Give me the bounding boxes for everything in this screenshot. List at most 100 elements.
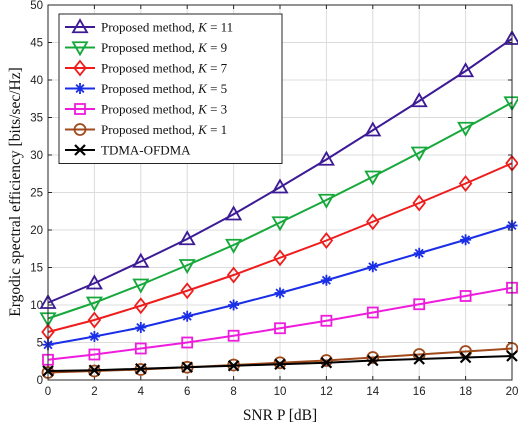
data-point xyxy=(410,92,428,108)
data-point xyxy=(367,354,379,367)
data-point xyxy=(85,274,103,290)
data-point xyxy=(228,299,240,311)
legend-label: Proposed method, K = 5 xyxy=(101,81,227,96)
legend-item: Proposed method, K = 7 xyxy=(65,59,228,77)
data-point xyxy=(274,322,286,335)
data-point xyxy=(366,306,379,319)
data-point xyxy=(181,336,194,349)
plot-frame xyxy=(47,4,513,381)
y-tick-label: 40 xyxy=(30,75,43,87)
data-point xyxy=(225,238,243,254)
data-point xyxy=(460,234,472,246)
series-line xyxy=(47,101,513,320)
y-tick-label: 20 xyxy=(30,225,43,237)
legend-item: Proposed method, K = 9 xyxy=(65,40,227,57)
y-axis-label: Ergodic spectral efficiency [bits/sec/Hz… xyxy=(7,67,24,316)
legend-item: Proposed method, K = 3 xyxy=(65,102,227,117)
legend-label: Proposed method, K = 1 xyxy=(101,122,227,137)
data-point xyxy=(178,259,196,275)
data-point xyxy=(366,351,380,364)
data-series xyxy=(39,29,518,379)
axis-ticks: 0 2 4 6 8 10 12 14 16 18 20 0 5 10 15 20 25 30 35 40 45 50 xyxy=(30,0,518,398)
x-tick-label: 16 xyxy=(413,386,426,398)
legend-marker xyxy=(74,103,86,115)
data-point xyxy=(135,322,147,333)
data-point xyxy=(366,213,380,231)
data-point xyxy=(274,358,286,371)
series-0 xyxy=(39,29,518,309)
data-point xyxy=(85,296,103,312)
data-point xyxy=(271,178,289,194)
data-point xyxy=(364,121,382,137)
legend-item: Proposed method, K = 5 xyxy=(65,81,227,96)
data-point xyxy=(227,329,240,342)
series-line xyxy=(47,37,513,304)
data-point xyxy=(413,247,425,259)
y-tick-label: 35 xyxy=(30,113,43,125)
x-tick-label: 4 xyxy=(138,386,145,398)
data-point xyxy=(181,361,193,374)
data-point xyxy=(457,62,475,78)
data-point xyxy=(273,249,287,267)
y-tick-label: 10 xyxy=(30,300,43,312)
series-3 xyxy=(42,220,518,351)
data-point xyxy=(180,282,194,300)
data-point xyxy=(319,232,334,249)
y-tick-label: 25 xyxy=(30,188,43,200)
series-line xyxy=(47,162,513,333)
legend-marker xyxy=(73,123,87,136)
data-point xyxy=(458,175,473,192)
x-tick-label: 8 xyxy=(230,386,236,398)
data-point xyxy=(320,274,332,286)
legend-label: Proposed method, K = 7 xyxy=(101,61,228,76)
data-point xyxy=(271,216,289,232)
data-point xyxy=(364,170,382,186)
data-point xyxy=(367,261,379,273)
data-point xyxy=(319,354,333,367)
y-tick-label: 30 xyxy=(30,150,43,162)
series-4 xyxy=(42,281,518,366)
y-tick-label: 0 xyxy=(37,375,43,387)
data-point xyxy=(226,266,241,284)
data-point xyxy=(459,290,472,302)
data-point xyxy=(88,331,100,342)
data-point xyxy=(413,298,426,311)
data-point xyxy=(134,297,148,315)
x-tick-label: 0 xyxy=(45,386,51,398)
x-tick-label: 10 xyxy=(274,386,287,398)
data-point xyxy=(317,193,335,209)
data-point xyxy=(412,194,426,212)
data-point xyxy=(457,121,475,137)
data-point xyxy=(88,348,101,361)
data-point xyxy=(459,351,472,364)
data-point xyxy=(87,311,102,329)
legend-item: TDMA-OFDMA xyxy=(65,143,191,158)
y-tick-label: 15 xyxy=(30,263,43,275)
series-6 xyxy=(42,350,518,377)
data-point xyxy=(317,150,335,166)
y-tick-label: 50 xyxy=(30,0,43,12)
data-point xyxy=(410,146,428,162)
legend-label: Proposed method, K = 9 xyxy=(101,40,227,55)
legend-marker xyxy=(73,59,87,77)
legend-label: Proposed method, K = 11 xyxy=(101,20,233,35)
legend-item: Proposed method, K = 1 xyxy=(65,122,227,137)
legend-marker xyxy=(71,18,89,34)
y-tick-label: 5 xyxy=(37,338,43,350)
data-point xyxy=(134,342,147,355)
x-tick-label: 6 xyxy=(184,386,190,398)
data-point xyxy=(413,353,425,365)
legend-box xyxy=(58,13,283,164)
data-point xyxy=(274,287,286,299)
data-point xyxy=(88,364,101,377)
data-point xyxy=(320,356,333,369)
data-point xyxy=(132,278,150,294)
x-tick-label: 18 xyxy=(459,386,472,398)
data-point xyxy=(227,359,240,372)
x-tick-label: 2 xyxy=(91,386,97,398)
series-1 xyxy=(39,96,518,328)
legend-label: TDMA-OFDMA xyxy=(101,143,191,158)
legend-item: Proposed method, K = 11 xyxy=(65,18,233,35)
data-point xyxy=(181,310,193,322)
